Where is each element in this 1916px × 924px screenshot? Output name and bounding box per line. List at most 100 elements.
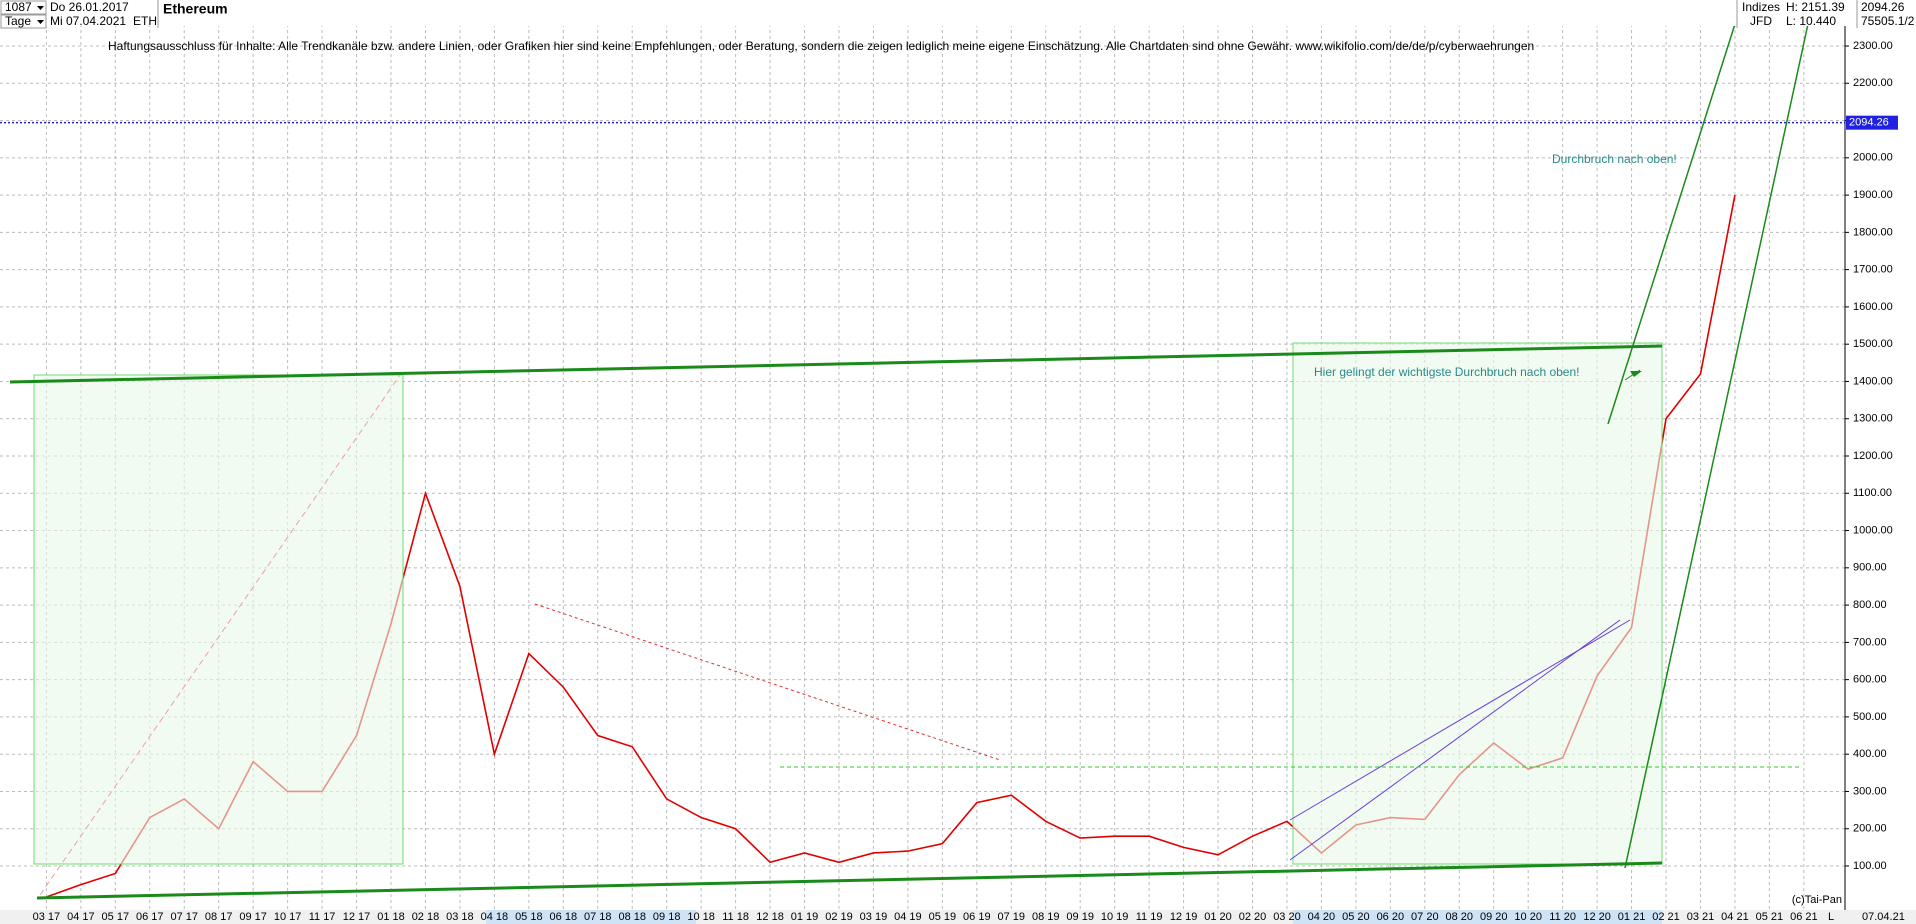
x-tick-label: 02 18 — [412, 911, 440, 923]
x-tick-label: 10 17 — [274, 911, 302, 923]
y-tick-label: 1800.00 — [1853, 226, 1893, 238]
dropdown[interactable] — [0, 14, 47, 29]
trend-line — [1607, 23, 1736, 425]
x-tick-label: 07 17 — [170, 911, 198, 923]
y-tick-label: 100.00 — [1853, 860, 1887, 872]
x-tick-label: 04 20 — [1308, 911, 1336, 923]
x-tick-label: 09 20 — [1480, 911, 1508, 923]
annotation: Hier gelingt der wichtigste Durchbruch n… — [1314, 365, 1579, 379]
code: 75505.1/2 — [1861, 14, 1915, 28]
start-date: Do 26.01.2017 — [50, 0, 129, 14]
period[interactable]: Tage — [5, 14, 31, 28]
x-tick-label: 03 17 — [33, 911, 61, 923]
x-tick-label: 07 18 — [584, 911, 612, 923]
header: 1087 Tage Do 26.01.2017 Mi 07.04.2021 ET… — [0, 0, 1916, 29]
x-tick-label: 09 19 — [1066, 911, 1094, 923]
trend-drawings — [9, 23, 1809, 900]
x-tick-label: 01 21 — [1618, 911, 1646, 923]
y-tick-label: 700.00 — [1853, 636, 1887, 648]
x-tick-label: 05 20 — [1342, 911, 1370, 923]
x-tick-label: 03 18 — [446, 911, 474, 923]
current-price-label: 2094.26 — [1849, 117, 1889, 129]
current-price-box — [1846, 115, 1898, 130]
trend-box — [1292, 342, 1663, 865]
x-tick-label: 06 19 — [963, 911, 991, 923]
dropdown-arrow — [37, 20, 44, 24]
x-tick-label: 04 18 — [481, 911, 509, 923]
disclaimer: Haftungsausschluss für Inhalte: Alle Tre… — [108, 39, 1534, 53]
x-tick-label: 05 18 — [515, 911, 543, 923]
y-tick-label: 500.00 — [1853, 711, 1887, 723]
bars-count[interactable]: 1087 — [5, 0, 32, 14]
y-tick-label: 1700.00 — [1853, 264, 1893, 276]
x-tick-label: 10 20 — [1514, 911, 1542, 923]
x-tick-label: 03 20 — [1273, 911, 1301, 923]
y-tick-label: 1200.00 — [1853, 450, 1893, 462]
x-tick-label: 04 21 — [1721, 911, 1749, 923]
x-tick-label: 02 20 — [1239, 911, 1267, 923]
y-tick-label: 600.00 — [1853, 674, 1887, 686]
trend-line — [1624, 23, 1809, 869]
dropdown-arrow — [37, 6, 44, 10]
x-tick-label: 08 17 — [205, 911, 233, 923]
x-tick-label: 03 19 — [860, 911, 888, 923]
x-tick-label: 01 19 — [791, 911, 819, 923]
trend-line — [39, 374, 401, 896]
x-tick-label: 06 20 — [1377, 911, 1405, 923]
x-tick-label: 06 17 — [136, 911, 164, 923]
x-tick-label: 05 17 — [102, 911, 130, 923]
y-tick-label: 1400.00 — [1853, 375, 1893, 387]
y-tick-label: 300.00 — [1853, 785, 1887, 797]
arrow-head — [1630, 371, 1642, 377]
x-tick-label: 12 17 — [343, 911, 371, 923]
x-tick-label: 05 19 — [929, 911, 957, 923]
x-tick-label: 07 19 — [998, 911, 1026, 923]
instrument-name: Ethereum — [163, 1, 228, 17]
x-tick-label: 10 19 — [1101, 911, 1129, 923]
trend-line — [1289, 619, 1631, 821]
x-tick-label: 09 17 — [239, 911, 267, 923]
x-tick-label: 04 17 — [67, 911, 95, 923]
x-tick-label: 02 21 — [1652, 911, 1680, 923]
dropdown[interactable] — [0, 0, 47, 15]
y-tick-label: 1300.00 — [1853, 413, 1893, 425]
y-tick-label: 200.00 — [1853, 823, 1887, 835]
scale-mode: L — [1828, 911, 1834, 923]
symbol: ETH — [133, 14, 157, 28]
x-tick-label: 07 20 — [1411, 911, 1439, 923]
broker: JFD — [1750, 14, 1772, 28]
trend-line — [534, 603, 1001, 761]
y-tick-label: 1500.00 — [1853, 338, 1893, 350]
y-tick-label: 400.00 — [1853, 748, 1887, 760]
y-tick-label: 1600.00 — [1853, 301, 1893, 313]
annotation: Durchbruch nach oben! — [1552, 152, 1677, 166]
y-tick-label: 800.00 — [1853, 599, 1887, 611]
group: Indizes — [1742, 0, 1780, 14]
low: L: 10.440 — [1786, 14, 1836, 28]
high: H: 2151.39 — [1786, 0, 1845, 14]
x-tick-label: 04 19 — [894, 911, 922, 923]
x-tick-label: 03 21 — [1687, 911, 1715, 923]
x-axis-highlight — [486, 910, 696, 924]
x-tick-label: 02 19 — [825, 911, 853, 923]
x-tick-label: 08 18 — [618, 911, 646, 923]
x-tick-label: 09 18 — [653, 911, 681, 923]
end-date: Mi 07.04.2021 — [50, 14, 126, 28]
y-tick-label: 2200.00 — [1853, 77, 1893, 89]
x-tick-label: 12 20 — [1583, 911, 1611, 923]
x-tick-label: 11 20 — [1549, 911, 1576, 923]
copyright: (c)Tai-Pan — [1792, 894, 1842, 906]
x-tick-label: 05 21 — [1756, 911, 1784, 923]
y-tick-label: 2000.00 — [1853, 152, 1893, 164]
y-tick-label: 900.00 — [1853, 562, 1887, 574]
x-tick-label: 01 18 — [377, 911, 405, 923]
x-tick-label: 08 20 — [1445, 911, 1473, 923]
trend-box — [33, 374, 404, 865]
y-tick-label: 2300.00 — [1853, 40, 1893, 52]
y-tick-label: 1000.00 — [1853, 524, 1893, 536]
x-tick-label: 06 21 — [1790, 911, 1818, 923]
footer-date: 07.04.21 — [1862, 911, 1905, 923]
x-tick-label: 11 19 — [1136, 911, 1163, 923]
